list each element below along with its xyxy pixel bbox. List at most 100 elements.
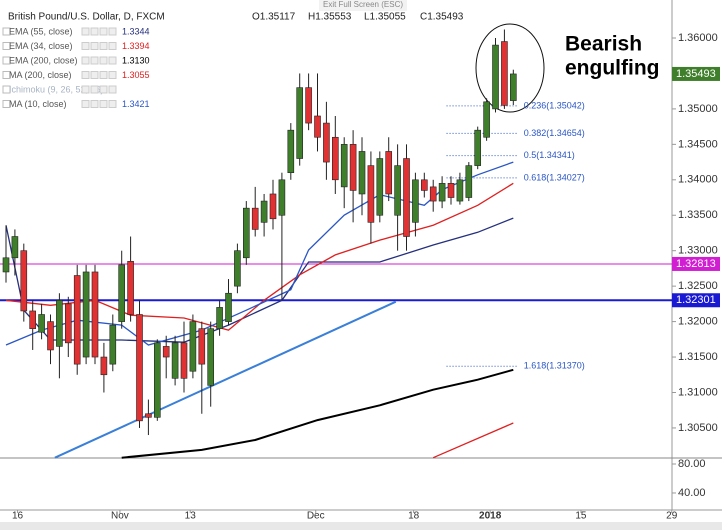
annotation: engulfing xyxy=(565,57,659,80)
x-tick-label: Nov xyxy=(111,511,129,522)
candle-body xyxy=(456,179,464,202)
candle-body xyxy=(29,310,36,329)
y-tick-label: 1.31000 xyxy=(678,386,718,398)
legend-name: EMA (55, close) xyxy=(9,26,73,36)
price-label: 1.32813 xyxy=(676,258,716,270)
chart-title: British Pound/U.S. Dollar, D, FXCM xyxy=(8,12,165,23)
legend-button xyxy=(90,71,99,79)
candle-body xyxy=(216,307,223,329)
price-label-box xyxy=(672,256,720,271)
candle-body xyxy=(260,200,268,223)
legend-value: 1.3394 xyxy=(122,41,150,51)
toolbar-box xyxy=(319,0,407,11)
highlight-ellipse xyxy=(475,23,545,113)
candle-body xyxy=(225,292,232,322)
candle-body xyxy=(207,328,215,386)
candle-body xyxy=(501,41,508,106)
toolbar-text[interactable]: Exit Full Screen (ESC) xyxy=(323,0,403,9)
legend-value: 1.3344 xyxy=(122,26,150,36)
candle-body xyxy=(305,87,312,124)
candle-body xyxy=(287,129,295,174)
candle-body xyxy=(429,186,437,202)
ohlc-readout: O1.35117 H1.35553 L1.35055 C1.35493 xyxy=(252,12,464,23)
candle-body xyxy=(421,179,428,191)
y-tick-label: 1.33000 xyxy=(678,245,718,257)
candle-body xyxy=(127,261,134,315)
legend-button xyxy=(108,27,117,36)
legend-eye xyxy=(2,56,11,65)
legend-name: MA (200, close) xyxy=(9,70,72,80)
candle-body xyxy=(492,44,499,110)
legend-button xyxy=(81,71,90,79)
candle-body xyxy=(11,236,19,259)
legend-value: 1.3421 xyxy=(122,99,150,109)
candle-body xyxy=(340,144,348,188)
bottom-strip xyxy=(0,522,722,530)
candle-body xyxy=(82,271,90,358)
legend-name: MA (10, close) xyxy=(9,99,67,109)
candle-body xyxy=(171,342,179,379)
candle-body xyxy=(198,328,206,365)
legend-button xyxy=(90,85,99,94)
legend-eye xyxy=(2,85,11,94)
y-tick-label: 1.30500 xyxy=(678,422,718,434)
y-tick-label: 1.31500 xyxy=(678,351,718,363)
y-tick-label: 40.00 xyxy=(678,487,706,499)
candle-body xyxy=(2,257,10,273)
candle-body xyxy=(118,264,126,322)
trendline xyxy=(54,300,397,459)
y-tick-label: 80.00 xyxy=(678,458,706,470)
legend-button xyxy=(108,42,117,50)
candle-body xyxy=(180,342,188,379)
x-tick-label: 13 xyxy=(185,511,197,522)
candle-body xyxy=(510,73,517,101)
candle-body xyxy=(73,275,81,365)
legend-button xyxy=(90,27,99,36)
price-label: 1.35493 xyxy=(676,68,716,80)
candle-body xyxy=(243,207,250,259)
legend-value: 1.3130 xyxy=(122,55,150,65)
fib-label: 0.5(1.34341) xyxy=(524,150,575,160)
candle-body xyxy=(349,144,357,191)
legend-button xyxy=(81,85,90,94)
fib-label: 0.236(1.35042) xyxy=(524,100,585,110)
candle-body xyxy=(91,271,99,358)
candle-body xyxy=(367,165,375,223)
legend-button xyxy=(99,27,108,36)
annotation: Bearish xyxy=(565,33,642,56)
x-tick-label: 2018 xyxy=(479,511,502,522)
fib-label: 0.382(1.34654) xyxy=(524,128,585,138)
ohlc-value: C1.35493 xyxy=(420,12,464,23)
legend-eye xyxy=(2,27,11,36)
x-tick-label: 29 xyxy=(666,511,678,522)
legend-button xyxy=(81,42,90,50)
y-tick-label: 1.35000 xyxy=(678,103,718,115)
legend-button xyxy=(90,56,99,65)
x-tick-label: Dec xyxy=(307,511,325,522)
y-tick-label: 1.32500 xyxy=(678,280,718,292)
price-label: 1.32301 xyxy=(676,294,716,306)
candle-body xyxy=(154,342,161,418)
candle-body xyxy=(438,183,446,202)
x-tick-label: 15 xyxy=(575,511,587,522)
legend-value: 1.3055 xyxy=(122,70,150,80)
x-tick-label: 16 xyxy=(12,511,24,522)
candle-body xyxy=(323,122,330,163)
candle-body xyxy=(376,158,384,216)
legend-button xyxy=(81,100,90,108)
candle-body xyxy=(47,321,54,351)
fib-label: 0.618(1.34027) xyxy=(524,172,585,182)
candle-body xyxy=(278,179,286,216)
candle-body xyxy=(100,356,108,376)
legend-name: Ichimoku (9, 26, 52, 26) xyxy=(9,84,104,94)
legend-button xyxy=(108,85,117,94)
legend-button xyxy=(99,100,108,108)
candle-body xyxy=(269,193,277,220)
candle-body xyxy=(474,129,482,166)
y-tick-label: 1.36000 xyxy=(678,32,718,44)
legend-button xyxy=(108,56,117,65)
candle-body xyxy=(465,165,473,198)
candle-body xyxy=(483,101,490,138)
candle-body xyxy=(162,346,170,358)
